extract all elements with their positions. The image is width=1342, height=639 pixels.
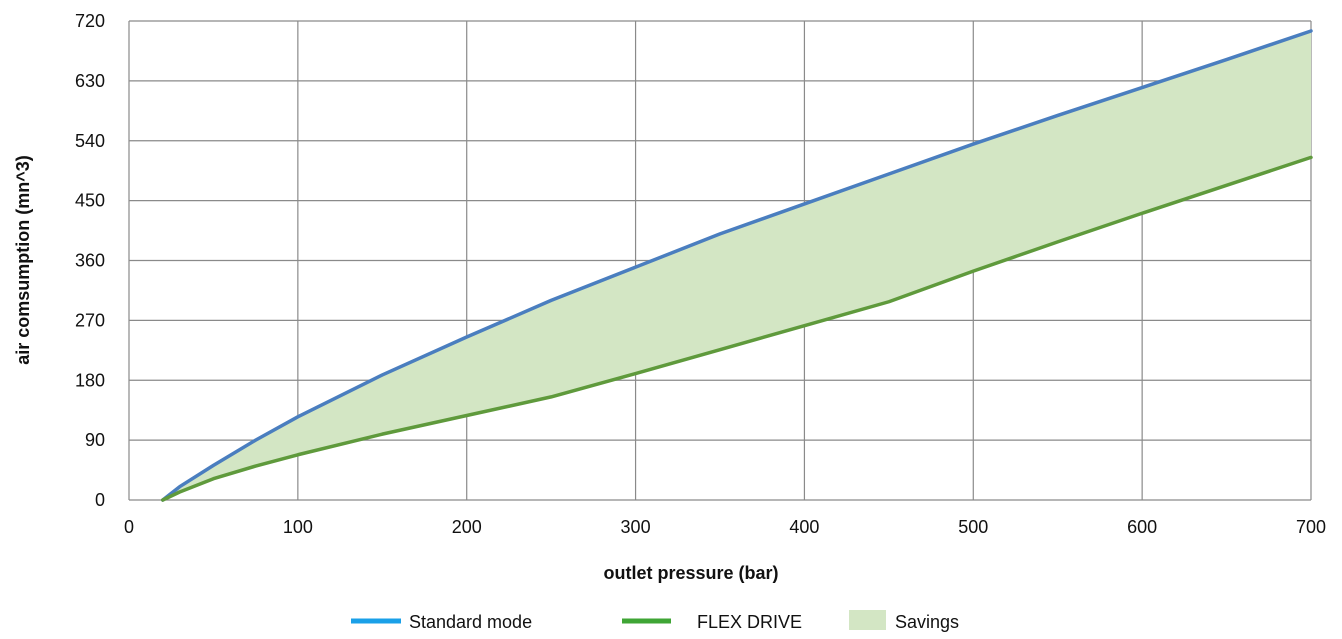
x-tick-label: 700 <box>1296 517 1326 537</box>
x-tick-label: 300 <box>621 517 651 537</box>
y-tick-label: 270 <box>75 310 105 330</box>
series-line-flex-drive <box>161 155 1313 502</box>
savings-area-layer <box>162 30 1311 501</box>
series-line-standard-mode <box>161 29 1313 502</box>
legend-label-standard-mode: Standard mode <box>409 612 532 632</box>
y-tick-label: 90 <box>85 430 105 450</box>
legend-swatch-savings <box>849 610 886 630</box>
y-tick-label: 180 <box>75 370 105 390</box>
y-tick-label: 0 <box>95 490 105 510</box>
x-tick-label: 400 <box>789 517 819 537</box>
x-tick-label: 500 <box>958 517 988 537</box>
legend: Standard mode FLEX DRIVE Savings <box>351 610 959 632</box>
y-tick-label: 540 <box>75 131 105 151</box>
x-tick-label: 100 <box>283 517 313 537</box>
tick-labels: 0 100 200 300 400 500 600 700 0 90 180 270 360 450 540… <box>75 11 1326 537</box>
y-tick-label: 360 <box>75 251 105 271</box>
x-tick-label: 0 <box>124 517 134 537</box>
x-axis-title: outlet pressure (bar) <box>603 563 778 583</box>
savings-area <box>162 30 1311 501</box>
x-tick-label: 200 <box>452 517 482 537</box>
y-tick-label: 630 <box>75 71 105 91</box>
y-tick-label: 720 <box>75 11 105 31</box>
legend-label-flex-drive: FLEX DRIVE <box>697 612 802 632</box>
y-tick-label: 450 <box>75 191 105 211</box>
series-lines <box>161 29 1313 502</box>
legend-label-savings: Savings <box>895 612 959 632</box>
x-tick-label: 600 <box>1127 517 1157 537</box>
y-axis-title: air comsumption (mn^3) <box>13 155 33 365</box>
